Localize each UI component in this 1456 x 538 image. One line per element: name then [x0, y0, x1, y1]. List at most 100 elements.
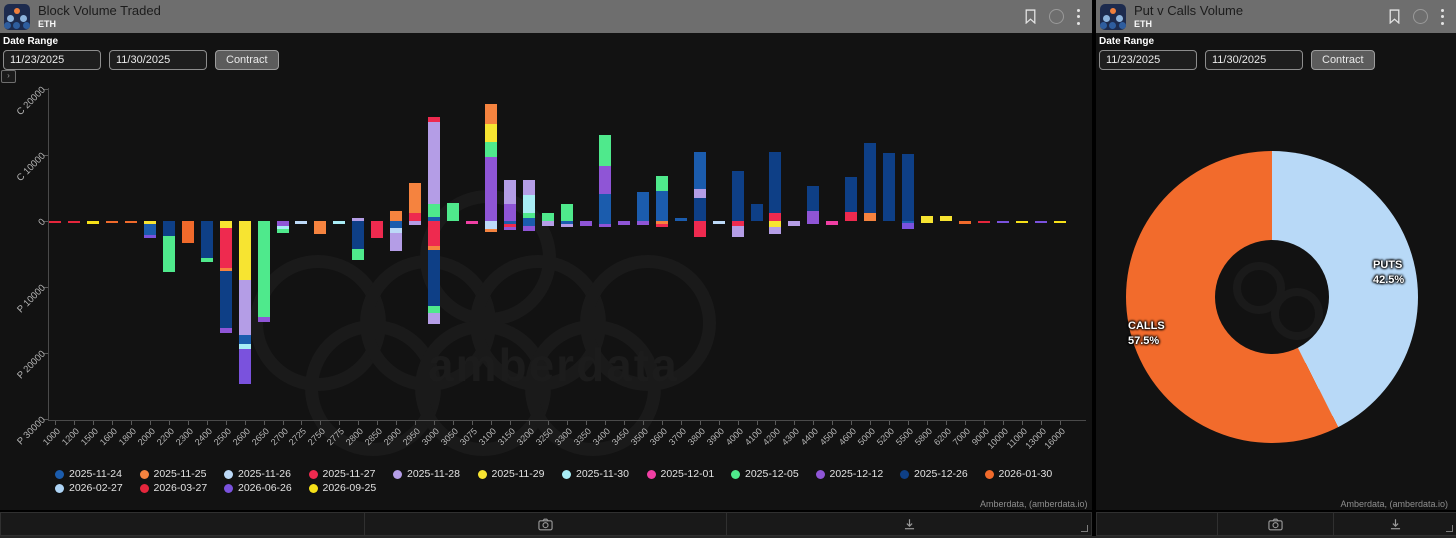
bar-segment-put[interactable] — [277, 226, 289, 229]
bar-segment-call[interactable] — [883, 153, 895, 221]
bookmark-icon[interactable] — [1024, 9, 1037, 24]
bar-segment-call[interactable] — [485, 142, 497, 157]
bar-segment-call[interactable] — [864, 143, 876, 213]
resize-corner-icon[interactable] — [1446, 525, 1453, 532]
legend-item-2025-12-01[interactable]: 2025-12-01 — [646, 467, 732, 481]
bar-segment-call[interactable] — [675, 218, 687, 221]
bar-segment-put[interactable] — [694, 221, 706, 237]
bar-segment-put[interactable] — [220, 221, 232, 228]
legend-item-2025-11-30[interactable]: 2025-11-30 — [562, 467, 647, 481]
bar-segment-put[interactable] — [333, 221, 345, 224]
legend-item-2026-01-30[interactable]: 2026-01-30 — [984, 467, 1070, 481]
legend-item-2025-12-12[interactable]: 2025-12-12 — [815, 467, 901, 481]
bar-segment-call[interactable] — [940, 216, 952, 221]
bar-segment-put[interactable] — [428, 313, 440, 324]
bar-segment-put[interactable] — [390, 228, 402, 233]
bar-segment-call[interactable] — [807, 211, 819, 221]
bar-segment-call[interactable] — [845, 177, 857, 212]
bar-segment-put[interactable] — [523, 221, 535, 226]
bar-segment-put[interactable] — [466, 221, 478, 224]
bar-segment-call[interactable] — [485, 124, 497, 142]
bar-segment-put[interactable] — [144, 235, 156, 238]
bar-segment-call[interactable] — [504, 180, 516, 204]
legend-item-2026-03-27[interactable]: 2026-03-27 — [139, 481, 225, 495]
footer-cell-download[interactable] — [726, 512, 1092, 536]
bar-segment-put[interactable] — [409, 221, 421, 225]
bar-segment-put[interactable] — [978, 221, 990, 223]
footer-cell-download[interactable] — [1333, 512, 1456, 536]
bar-segment-put[interactable] — [485, 229, 497, 232]
bar-segment-put[interactable] — [220, 228, 232, 268]
bar-segment-put[interactable] — [656, 224, 668, 227]
bar-segment-put[interactable] — [732, 221, 744, 226]
date-to-input[interactable] — [109, 50, 207, 70]
resize-corner-icon[interactable] — [1081, 525, 1088, 532]
bar-segment-put[interactable] — [504, 224, 516, 227]
bar-segment-call[interactable] — [523, 180, 535, 195]
bar-segment-put[interactable] — [732, 226, 744, 237]
bar-segment-put[interactable] — [921, 221, 933, 223]
legend-item-2025-12-05[interactable]: 2025-12-05 — [731, 467, 816, 481]
legend-item-2025-12-26[interactable]: 2025-12-26 — [900, 467, 985, 481]
bar-segment-call[interactable] — [428, 122, 440, 204]
legend-item-2026-02-27[interactable]: 2026-02-27 — [55, 481, 140, 495]
legend-item-2026-09-25[interactable]: 2026-09-25 — [308, 481, 394, 495]
bar-segment-call[interactable] — [561, 204, 573, 221]
bar-segment-call[interactable] — [504, 204, 516, 221]
bar-segment-call[interactable] — [637, 192, 649, 221]
bar-segment-put[interactable] — [428, 250, 440, 306]
bar-segment-put[interactable] — [656, 221, 668, 224]
bar-segment-put[interactable] — [1035, 221, 1047, 223]
bar-segment-call[interactable] — [523, 195, 535, 213]
bar-segment-call[interactable] — [732, 171, 744, 221]
bar-segment-call[interactable] — [352, 218, 364, 221]
bar-segment-put[interactable] — [428, 221, 440, 246]
bar-segment-put[interactable] — [504, 221, 516, 224]
bar-segment-put[interactable] — [352, 221, 364, 249]
bar-segment-put[interactable] — [997, 221, 1009, 223]
bar-segment-put[interactable] — [163, 221, 175, 236]
bar-segment-put[interactable] — [125, 221, 137, 223]
footer-cell-camera[interactable] — [364, 512, 727, 536]
bar-segment-put[interactable] — [769, 227, 781, 234]
bar-segment-put[interactable] — [542, 221, 554, 226]
bar-segment-put[interactable] — [68, 221, 80, 223]
bar-segment-call[interactable] — [428, 217, 440, 221]
bar-segment-call[interactable] — [599, 194, 611, 221]
bar-segment-put[interactable] — [163, 236, 175, 272]
bar-segment-put[interactable] — [239, 221, 251, 280]
bar-segment-put[interactable] — [561, 221, 573, 224]
bar-segment-put[interactable] — [637, 221, 649, 225]
contract-button[interactable]: Contract — [1311, 50, 1375, 70]
bar-segment-put[interactable] — [390, 233, 402, 251]
bar-segment-call[interactable] — [409, 183, 421, 213]
bar-segment-call[interactable] — [694, 198, 706, 221]
bar-segment-call[interactable] — [523, 213, 535, 218]
bar-segment-call[interactable] — [921, 216, 933, 221]
bar-segment-put[interactable] — [485, 221, 497, 229]
contract-button[interactable]: Contract — [215, 50, 279, 70]
kebab-menu-icon[interactable] — [1440, 8, 1444, 25]
bar-segment-put[interactable] — [239, 335, 251, 344]
footer-cell-camera[interactable] — [1217, 512, 1334, 536]
bar-segment-put[interactable] — [826, 221, 838, 225]
bar-segment-put[interactable] — [390, 221, 402, 228]
bar-segment-put[interactable] — [295, 221, 307, 224]
date-from-input[interactable] — [1099, 50, 1197, 70]
bar-segment-put[interactable] — [371, 221, 383, 238]
bar-segment-put[interactable] — [769, 221, 781, 227]
legend-item-2025-11-29[interactable]: 2025-11-29 — [477, 467, 563, 481]
bookmark-icon[interactable] — [1388, 9, 1401, 24]
bar-segment-put[interactable] — [959, 221, 971, 224]
bar-segment-put[interactable] — [239, 344, 251, 349]
bar-segment-put[interactable] — [428, 306, 440, 313]
bar-segment-put[interactable] — [220, 328, 232, 333]
bar-segment-put[interactable] — [201, 258, 213, 262]
bar-segment-call[interactable] — [769, 152, 781, 213]
legend-item-2025-11-25[interactable]: 2025-11-25 — [139, 467, 225, 481]
info-circle-icon[interactable] — [1049, 9, 1064, 24]
date-from-input[interactable] — [3, 50, 101, 70]
bar-segment-put[interactable] — [277, 229, 289, 233]
bar-segment-put[interactable] — [618, 221, 630, 225]
bar-segment-call[interactable] — [864, 213, 876, 221]
